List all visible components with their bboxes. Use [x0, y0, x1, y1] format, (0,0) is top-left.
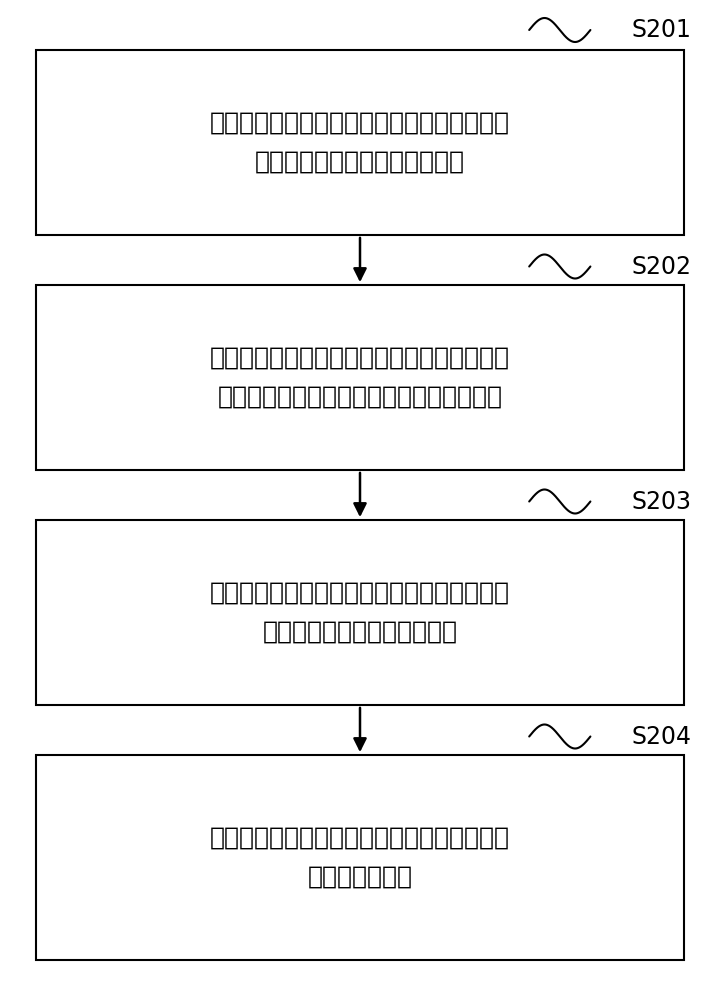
- Text: 利用扫描仪对所述印模治具进行扫描，从而确
定所述扫描仪的最大扫描深度: 利用扫描仪对所述印模治具进行扫描，从而确 定所述扫描仪的最大扫描深度: [210, 581, 510, 644]
- Bar: [36, 50, 684, 235]
- Text: 根据对历史石膏基牙模型的筛选测试结果制作
不同高度、不同直径的基牙治具: 根据对历史石膏基牙模型的筛选测试结果制作 不同高度、不同直径的基牙治具: [210, 111, 510, 174]
- Text: 根据所述扫描仪的最大扫描深度制作对应长度
的印模筛选治具: 根据所述扫描仪的最大扫描深度制作对应长度 的印模筛选治具: [210, 826, 510, 889]
- Text: S204: S204: [631, 724, 691, 748]
- Bar: [36, 755, 684, 960]
- Bar: [36, 520, 684, 705]
- Bar: [36, 285, 684, 470]
- Text: S202: S202: [631, 254, 691, 278]
- Text: 对所述基牙治具进行浇灌得到印模治具，使所
述印模治具具有不同深度、不同直径的洞孔: 对所述基牙治具进行浇灌得到印模治具，使所 述印模治具具有不同深度、不同直径的洞孔: [210, 346, 510, 409]
- Text: S201: S201: [631, 18, 691, 42]
- Text: S203: S203: [631, 490, 691, 514]
